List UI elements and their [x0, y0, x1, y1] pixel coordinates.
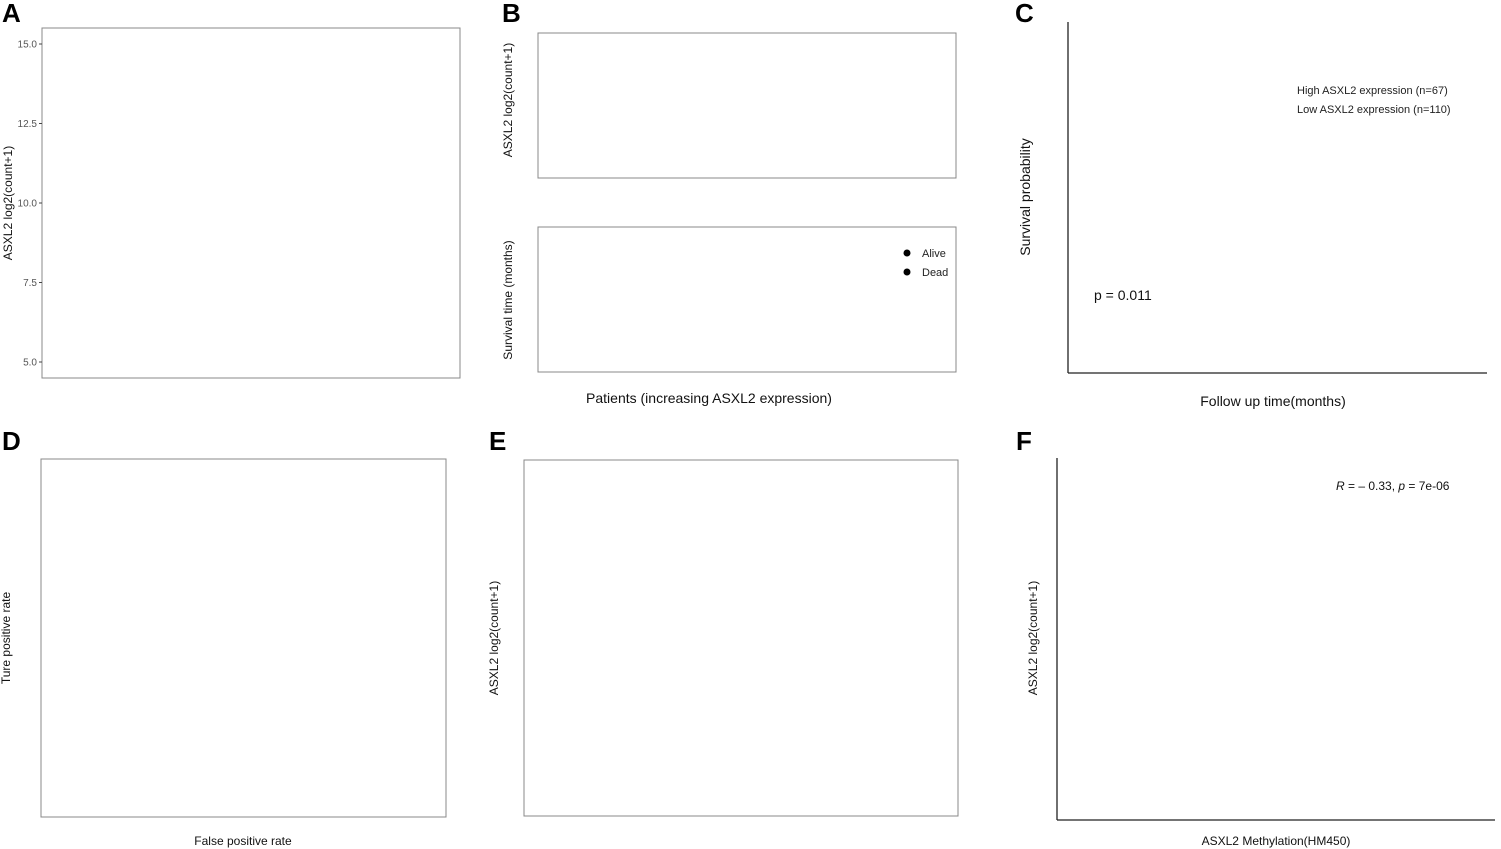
legend-dead-marker — [903, 268, 911, 276]
panel-letter-b: B — [502, 0, 521, 28]
legend-alive-label: Alive — [922, 248, 946, 260]
panel-c-p-value: p = 0.011 — [1094, 287, 1152, 303]
panel-a-y-tick-label: 7.5 — [23, 278, 37, 289]
panel-a-p-value: p = 2.32e-49 — [0, 0, 34, 3]
panel-f-y-label: ASXL2 log2(count+1) — [1026, 581, 1040, 695]
legend-low-label: Low ASXL2 expression (n=110) — [1297, 104, 1451, 116]
panel-f-x-label: ASXL2 Methylation(HM450) — [1202, 834, 1351, 848]
panel-a-y-ticks: 5.0 7.5 10.0 12.5 15.0 — [18, 40, 42, 369]
panel-e-p-value: p = 0.021 — [0, 0, 26, 3]
panel-b-bottom-y-label: Survival time (months) — [501, 240, 515, 359]
panel-d-roc-plot: Ture positive rate False positive rate — [0, 458, 447, 848]
panel-a-y-tick-label: 10.0 — [18, 199, 38, 210]
panel-c-y-label: Survival probability — [1017, 138, 1033, 256]
panel-c-x-label: Follow up time(months) — [1200, 393, 1346, 409]
panel-a-frame — [41, 27, 461, 379]
panel-d-frame — [40, 458, 447, 818]
panel-letter-c: C — [1015, 0, 1034, 28]
legend-high-label: High ASXL2 expression (n=67) — [1297, 85, 1448, 97]
panel-a-y-tick-label: 15.0 — [18, 40, 38, 51]
panel-letter-f: F — [1016, 426, 1032, 456]
panel-b-legend: Alive Dead — [903, 248, 948, 279]
legend-alive-marker — [903, 249, 911, 257]
panel-letter-a: A — [2, 0, 21, 28]
annotation-r-value: = – 0.33, — [1345, 479, 1399, 493]
annotation-p-symbol: p — [1397, 479, 1405, 493]
panel-d-x-label: False positive rate — [194, 834, 292, 848]
panel-b-expression-plot: ASXL2 log2(count+1) — [501, 32, 957, 179]
panel-b-top-y-label: ASXL2 log2(count+1) — [501, 43, 515, 157]
panel-a-y-tick-label: 5.0 — [23, 358, 37, 369]
panel-c-legend: High ASXL2 expression (n=67) Low ASXL2 e… — [1297, 85, 1451, 116]
panel-b-survival-scatter: Survival time (months) Patients (increas… — [501, 226, 957, 406]
annotation-p-value: = 7e-06 — [1405, 479, 1450, 493]
panel-b-bottom-x-label: Patients (increasing ASXL2 expression) — [586, 390, 832, 406]
panel-e-dotplot: ASXL2 log2(count+1) p = 0.021 — [0, 0, 959, 817]
legend-dead-label: Dead — [922, 267, 948, 279]
panel-a-boxplot: 5.0 7.5 10.0 12.5 15.0 ASXL2 log2(count+1) p… — [0, 0, 461, 379]
panel-d-y-label: Ture positive rate — [0, 592, 13, 685]
panel-e-y-label: ASXL2 log2(count+1) — [487, 581, 501, 695]
panel-a-y-tick-label: 12.5 — [18, 119, 38, 130]
panel-c-km-plot: Survival probability Follow up time(mont… — [1017, 22, 1487, 409]
panel-f-correlation-annotation: R = – 0.33, p = 7e-06 — [1336, 479, 1450, 493]
panel-a-y-label: ASXL2 log2(count+1) — [1, 146, 15, 260]
panel-b-bottom-frame — [537, 226, 957, 373]
panel-b-top-frame — [537, 32, 957, 179]
annotation-r-symbol: R — [1336, 479, 1345, 493]
panel-letter-d: D — [2, 426, 21, 456]
panel-letter-e: E — [489, 426, 506, 456]
panel-e-frame — [523, 459, 959, 817]
